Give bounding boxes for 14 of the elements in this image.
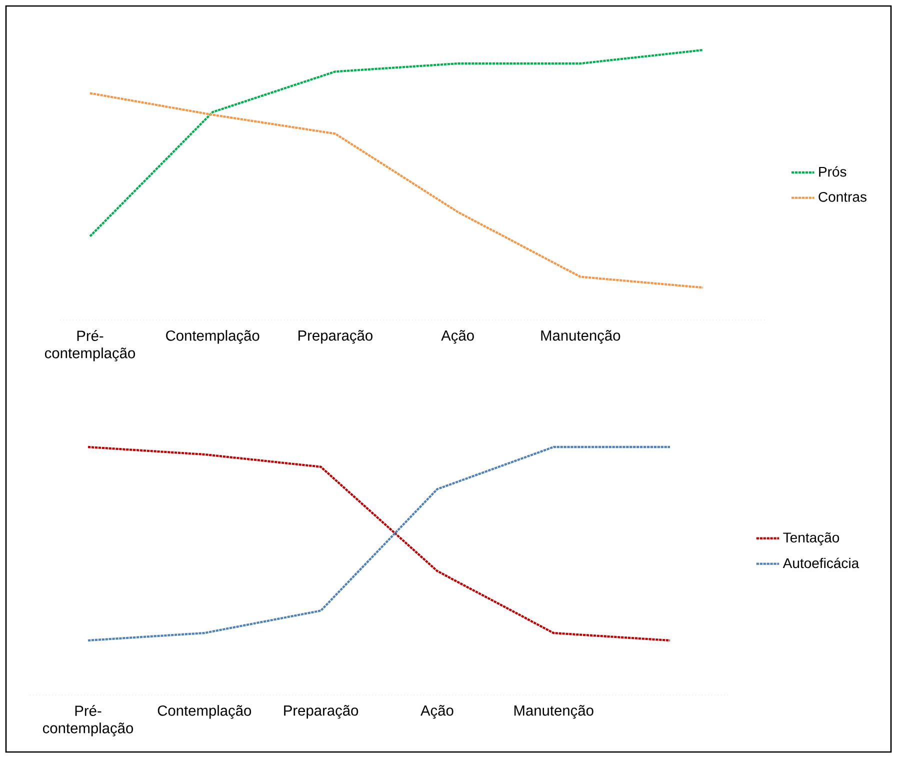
x-tick-label: Manutenção — [541, 330, 620, 344]
x-tick-label: Preparação — [284, 705, 358, 719]
legend-label: Autoeficácia — [782, 558, 860, 568]
x-tick-label: Ação — [441, 330, 474, 344]
legend-label: Prós — [819, 166, 846, 177]
legend-label: Tentação — [783, 532, 840, 546]
x-tick-label: Pré-contemplação — [42, 705, 134, 736]
x-tick-label: Ação — [420, 705, 454, 719]
x-tick-label: Preparação — [298, 330, 372, 344]
x-tick-label: Pré-contemplação — [44, 330, 136, 362]
x-tick-label: Contemplação — [158, 705, 252, 719]
x-tick-label: Contemplação — [166, 330, 260, 344]
legend-label: Contras — [818, 192, 866, 202]
x-tick-label: Manutenção — [514, 705, 594, 719]
